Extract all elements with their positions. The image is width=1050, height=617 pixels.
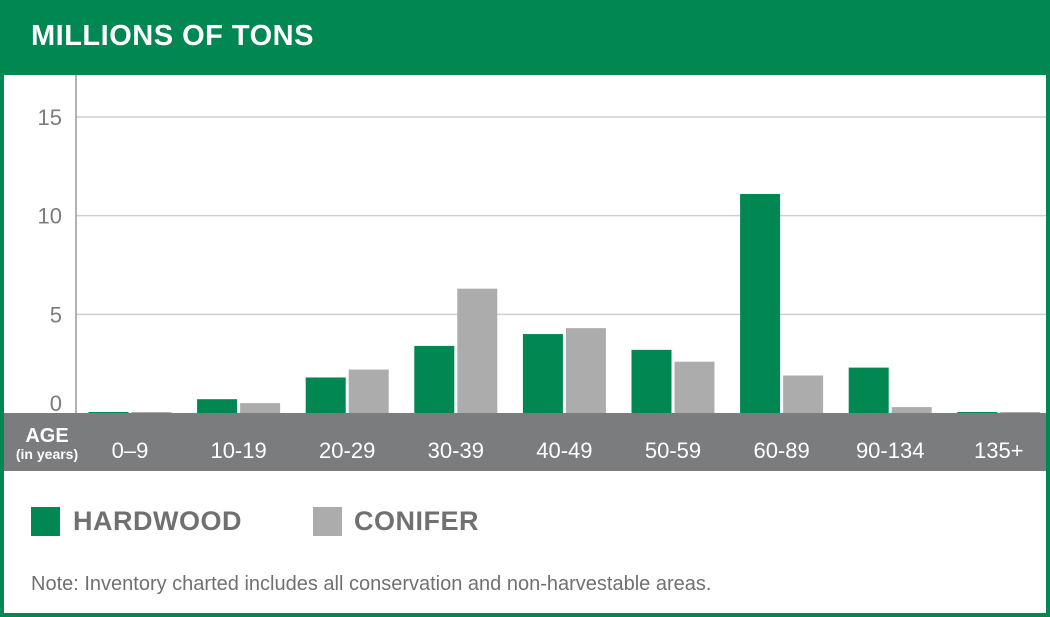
x-tick-label: 50-59 xyxy=(645,438,701,463)
x-tick-label: 30-39 xyxy=(428,438,484,463)
legend-swatch-conifer xyxy=(313,507,342,536)
x-tick-label: 20-29 xyxy=(319,438,375,463)
x-tick-label: 0–9 xyxy=(112,438,149,463)
grid-lines xyxy=(76,116,1046,316)
bar-hardwood-2 xyxy=(305,377,346,413)
bar-hardwood-8 xyxy=(957,412,998,414)
chart-header: MILLIONS OF TONS xyxy=(0,0,1050,75)
y-tick-label: 5 xyxy=(50,302,62,327)
x-tick-labels: 0–9 10-19 20-29 30-39 40-49 50-59 60-89 90-134 1… xyxy=(112,438,1024,463)
bar-conifer-8 xyxy=(1000,412,1041,414)
bar-hardwood-0 xyxy=(88,412,129,414)
bar-conifer-6 xyxy=(783,375,824,413)
x-axis-band xyxy=(4,413,1046,471)
x-tick-label: 60-89 xyxy=(753,438,809,463)
bar-hardwood-3 xyxy=(414,345,455,413)
bar-hardwood-1 xyxy=(197,399,238,413)
chart-note: Note: Inventory charted includes all con… xyxy=(31,573,712,595)
bar-hardwood-4 xyxy=(522,334,563,413)
x-axis-sublabel: (in years) xyxy=(16,446,78,462)
bar-conifer-1 xyxy=(240,403,281,413)
y-tick-labels: 0 5 10 15 xyxy=(38,105,62,416)
y-tick-label: 0 xyxy=(50,391,62,416)
bar-hardwood-5 xyxy=(631,349,672,413)
y-tick-label: 15 xyxy=(38,105,62,130)
bar-conifer-0 xyxy=(131,412,172,414)
legend-label-conifer: CONIFER xyxy=(354,506,479,536)
bar-hardwood-7 xyxy=(848,367,889,413)
legend-label-hardwood: HARDWOOD xyxy=(73,506,242,536)
chart-title: MILLIONS OF TONS xyxy=(31,20,314,52)
bar-conifer-7 xyxy=(891,407,932,413)
bar-conifer-4 xyxy=(565,328,606,413)
x-tick-label: 135+ xyxy=(974,438,1024,463)
bar-hardwood-6 xyxy=(740,193,781,413)
x-tick-label: 90-134 xyxy=(856,438,925,463)
bar-conifer-5 xyxy=(674,361,715,413)
bars xyxy=(88,193,1041,414)
x-axis-label: AGE xyxy=(25,425,68,447)
x-tick-label: 10-19 xyxy=(210,438,266,463)
bar-conifer-3 xyxy=(457,288,498,413)
y-tick-label: 10 xyxy=(38,204,62,229)
x-tick-label: 40-49 xyxy=(536,438,592,463)
bar-conifer-2 xyxy=(348,369,389,413)
legend-swatch-hardwood xyxy=(31,507,60,536)
